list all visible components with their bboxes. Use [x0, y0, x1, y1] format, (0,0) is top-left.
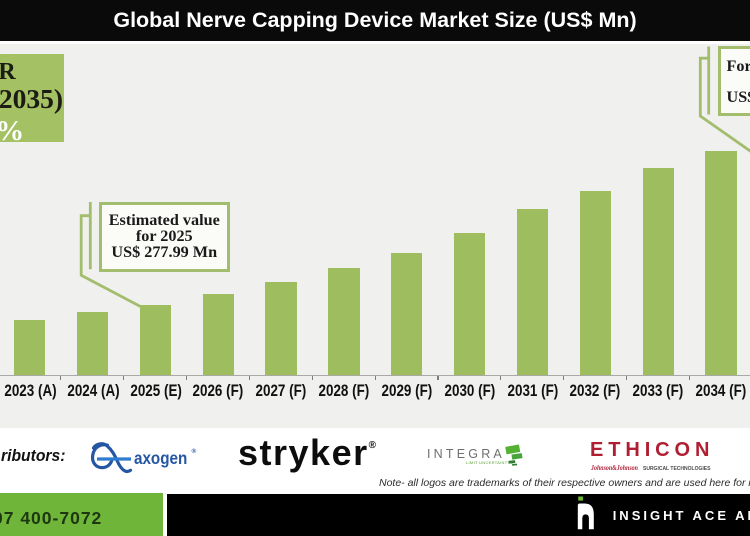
svg-text:®: ®	[192, 447, 197, 455]
svg-text:axogen: axogen	[134, 449, 187, 468]
